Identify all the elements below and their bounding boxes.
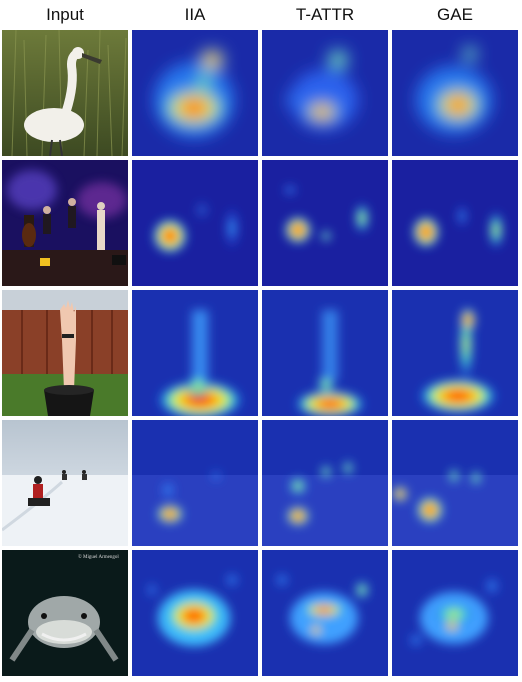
heatmap-t-attr-concert — [262, 160, 388, 286]
heatmap-gae-concert — [392, 160, 518, 286]
input-image-hand-bucket — [2, 290, 128, 416]
heatmap-gae-bird — [392, 30, 518, 156]
heatmap-iia-bird — [132, 30, 258, 156]
heatmap-gae-snowmobiles — [392, 420, 518, 546]
heatmap-gae-shark — [392, 550, 518, 676]
heatmap-iia-shark — [132, 550, 258, 676]
column-header-iia: IIA — [184, 5, 206, 24]
column-header-input: Input — [46, 5, 84, 24]
heatmap-iia-hand-bucket — [132, 290, 258, 416]
heatmap-iia-snowmobiles — [132, 420, 258, 546]
input-image-concert — [2, 160, 128, 286]
input-image-snowmobiles — [2, 420, 128, 546]
input-image-shark: © Miguel Armengol — [2, 550, 128, 676]
input-image-bird — [2, 30, 128, 156]
column-header-t-attr: T-ATTR — [295, 5, 355, 24]
heatmap-iia-concert — [132, 160, 258, 286]
heatmap-t-attr-bird — [262, 30, 388, 156]
column-header-gae: GAE — [437, 5, 473, 24]
photo-credit: © Miguel Armengol — [78, 554, 119, 560]
heatmap-t-attr-hand-bucket — [262, 290, 388, 416]
heatmap-t-attr-shark — [262, 550, 388, 676]
heatmap-t-attr-snowmobiles — [262, 420, 388, 546]
heatmap-gae-hand-bucket — [392, 290, 518, 416]
